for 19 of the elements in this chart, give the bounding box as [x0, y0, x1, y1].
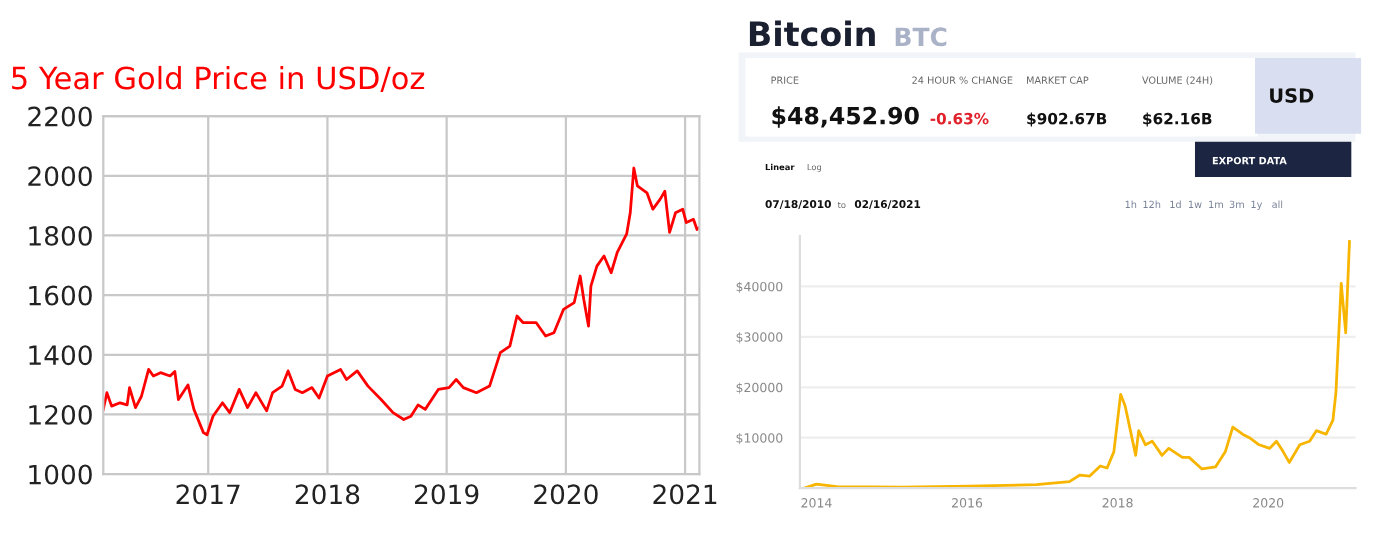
y-tick-label: 1200 [29, 404, 92, 425]
text: $48,452.90 [772, 106, 919, 128]
y-tick-label: 1800 [29, 225, 92, 246]
chart-subtitle: BTC [895, 27, 947, 47]
y-tick-label: 2200 [28, 106, 92, 127]
x-tick-label: 2021 [653, 484, 717, 505]
x-tick-label: 2018 [295, 484, 360, 505]
y-tick-label: 1400 [29, 345, 92, 366]
x-tick-label: 2017 [176, 484, 240, 505]
y-tick-label: 1000 [29, 464, 92, 485]
text: USD [1270, 88, 1314, 103]
chart-title: 5 Year Gold Price in USD/oz [12, 65, 425, 92]
y-tick-label: 1600 [29, 285, 92, 306]
chart-title: Bitcoin [749, 20, 875, 47]
x-tick-label: 2019 [415, 484, 479, 505]
line-series [103, 166, 700, 437]
line-series [803, 240, 1351, 489]
y-tick-label: 2000 [28, 166, 92, 187]
x-tick-label: 2020 [534, 484, 598, 505]
